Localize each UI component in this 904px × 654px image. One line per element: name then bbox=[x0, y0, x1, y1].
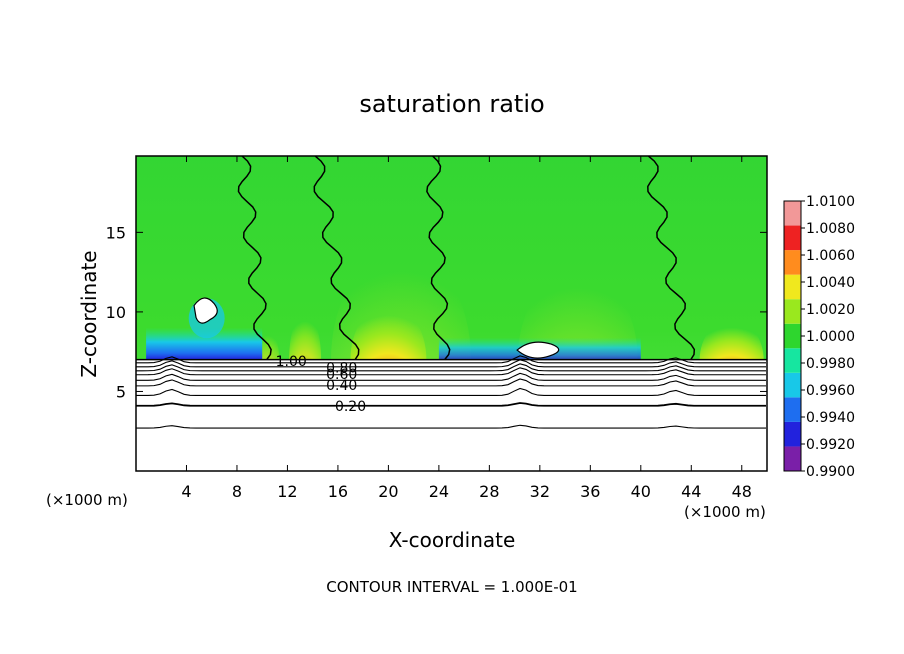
colorbar-swatch bbox=[784, 421, 801, 447]
y-tick-label: 5 bbox=[116, 382, 126, 401]
y-axis-ticks: 5 10 15 bbox=[106, 223, 767, 401]
colorbar-swatch bbox=[784, 397, 801, 422]
x-tick-label: 44 bbox=[681, 482, 701, 501]
contour-label: 0.40 bbox=[326, 378, 357, 394]
colorbar-labels: 0.9900 0.9920 0.9940 0.9960 0.9980 1.0000 1.00… bbox=[806, 194, 855, 480]
contour-line bbox=[136, 387, 766, 396]
contour-line bbox=[426, 156, 451, 361]
colorbar-label: 1.0100 bbox=[806, 194, 855, 210]
field-patch bbox=[516, 341, 560, 359]
colorbar-label: 0.9980 bbox=[806, 356, 855, 372]
colorbar-swatch bbox=[784, 299, 801, 324]
contour-line bbox=[136, 367, 766, 376]
contour-line bbox=[136, 424, 766, 429]
x-tick-label: 16 bbox=[328, 482, 348, 501]
contour-line bbox=[136, 359, 766, 368]
contour-line bbox=[237, 156, 272, 361]
contour-label: 0.80 bbox=[326, 361, 357, 377]
plot-area: 1.00 0.800.600.40 0.20 bbox=[136, 156, 767, 471]
colorbar-swatch bbox=[784, 250, 801, 275]
contour-line bbox=[136, 378, 766, 387]
contour-line bbox=[647, 156, 696, 360]
colorbar-label: 0.9900 bbox=[806, 464, 855, 480]
colorbar-label: 1.0060 bbox=[806, 248, 855, 264]
y-tick-label: 10 bbox=[106, 303, 126, 322]
contour-label: 1.00 bbox=[276, 354, 307, 370]
colorbar-swatch bbox=[784, 372, 801, 398]
y-tick-label: 15 bbox=[106, 223, 126, 242]
colorbar-label: 1.0080 bbox=[806, 221, 855, 237]
colorbar-label: 0.9960 bbox=[806, 383, 855, 399]
colorbar-swatch bbox=[784, 225, 801, 251]
y-axis-label: Z-coordinate bbox=[77, 250, 101, 377]
lower-contour-lines bbox=[136, 355, 767, 429]
contour-label: 0.20 bbox=[335, 399, 366, 415]
contour-interval-note: CONTOUR INTERVAL = 1.000E-01 bbox=[326, 578, 577, 596]
colorbar-label: 1.0000 bbox=[806, 329, 855, 345]
plot-frame bbox=[135, 155, 768, 472]
x-unit-right: (×1000 m) bbox=[684, 503, 766, 521]
x-tick-label: 32 bbox=[530, 482, 550, 501]
x-unit-left: (×1000 m) bbox=[46, 491, 128, 509]
contour-line bbox=[313, 156, 360, 361]
colorbar-swatch bbox=[784, 323, 801, 349]
colorbar-label: 0.9920 bbox=[806, 437, 855, 453]
contour-line bbox=[136, 372, 766, 381]
x-tick-label: 40 bbox=[631, 482, 651, 501]
lower-region bbox=[136, 359, 767, 471]
x-tick-label: 8 bbox=[232, 482, 242, 501]
x-axis-ticks: 4 8 12 16 20 24 28 32 36 40 44 48 bbox=[181, 156, 752, 501]
chart-title: saturation ratio bbox=[359, 90, 544, 118]
colorbar-swatch bbox=[784, 274, 801, 300]
contour-line bbox=[136, 363, 766, 372]
x-tick-label: 36 bbox=[580, 482, 600, 501]
colorbar-label: 1.0040 bbox=[806, 275, 855, 291]
colorbar-label: 1.0020 bbox=[806, 302, 855, 318]
contour-labels: 1.00 0.800.600.40 0.20 bbox=[276, 354, 366, 415]
colorbar bbox=[783, 200, 805, 472]
contour-label: 0.60 bbox=[326, 367, 357, 383]
x-tick-label: 4 bbox=[181, 482, 191, 501]
colorbar-swatch bbox=[784, 348, 801, 373]
colorbar-swatch bbox=[784, 446, 801, 471]
x-axis-label: X-coordinate bbox=[389, 528, 516, 552]
x-tick-label: 24 bbox=[429, 482, 449, 501]
field-patch bbox=[193, 297, 218, 324]
contour-line bbox=[136, 355, 766, 364]
contour-line bbox=[136, 402, 766, 407]
x-tick-label: 28 bbox=[479, 482, 499, 501]
colorbar-swatch bbox=[784, 201, 801, 226]
x-tick-label: 48 bbox=[732, 482, 752, 501]
x-tick-label: 12 bbox=[277, 482, 297, 501]
x-tick-label: 20 bbox=[378, 482, 398, 501]
colorbar-label: 0.9940 bbox=[806, 410, 855, 426]
upper-contour-lines bbox=[237, 156, 696, 361]
